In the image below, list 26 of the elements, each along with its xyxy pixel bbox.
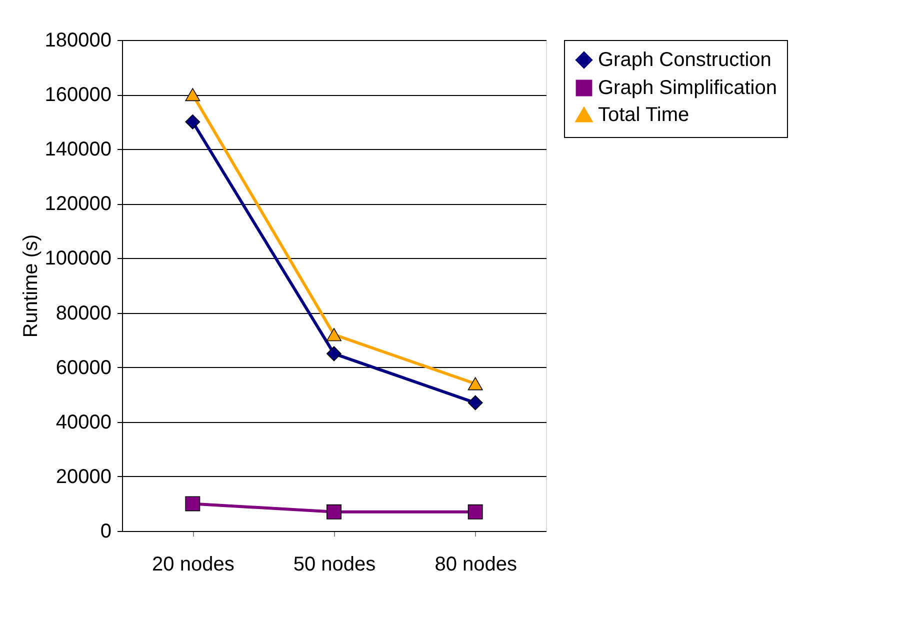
point — [185, 88, 200, 102]
point — [326, 504, 342, 520]
legend-label: Total Time — [598, 104, 690, 126]
y-tick-label: 0 — [100, 520, 112, 542]
y-tick-label: 100000 — [44, 248, 112, 270]
point — [326, 346, 342, 362]
y-tick-label: 140000 — [44, 138, 112, 161]
x-tick-label: 50 nodes — [293, 554, 376, 576]
y-tick-label: 40000 — [56, 411, 112, 434]
y-tick-label: 60000 — [56, 356, 112, 379]
y-tick-label: 80000 — [56, 302, 112, 324]
point — [468, 377, 483, 390]
y-axis-title: Runtime (s) — [20, 234, 42, 338]
legend-label: Graph Simplification — [598, 77, 777, 99]
x-tick-label: 20 nodes — [152, 554, 234, 576]
y-tick-label: 20000 — [56, 466, 112, 488]
y-tick-label: 180000 — [44, 30, 112, 52]
y-tick-label: 120000 — [44, 193, 112, 216]
point — [468, 504, 483, 520]
point — [468, 395, 483, 410]
legend-label: Graph Construction — [598, 49, 772, 71]
point — [326, 328, 342, 342]
y-tick-label: 160000 — [44, 84, 112, 106]
point — [185, 496, 200, 512]
point — [185, 114, 200, 130]
x-tick-label: 80 nodes — [434, 554, 517, 576]
